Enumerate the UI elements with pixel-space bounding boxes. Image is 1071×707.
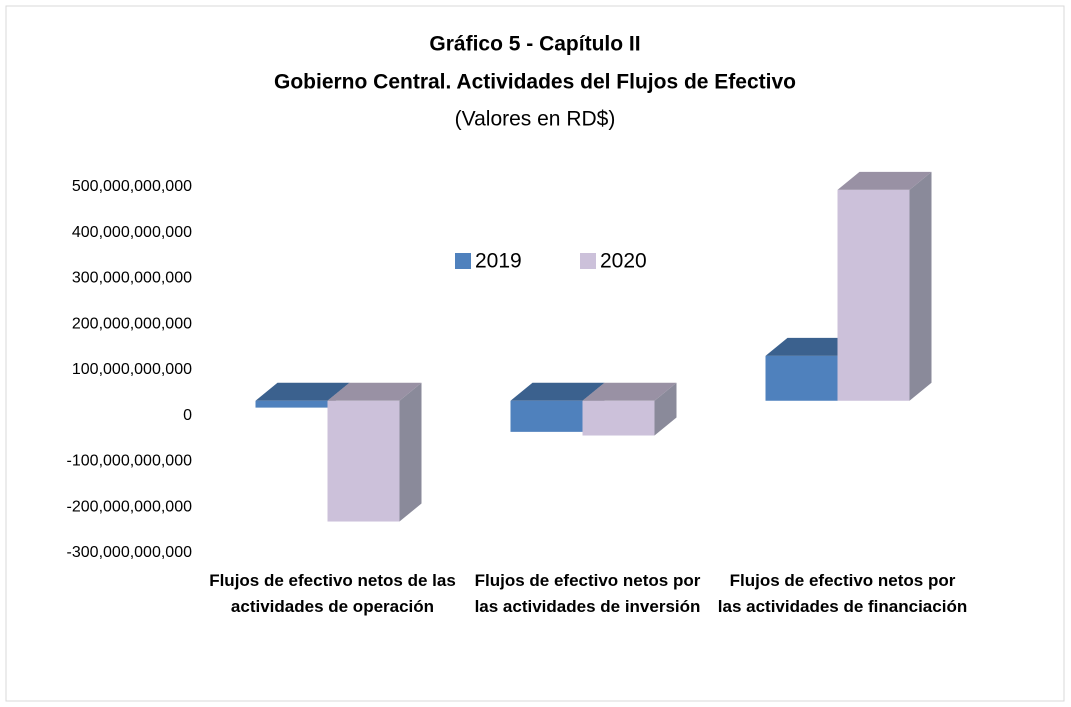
y-tick-label: 100,000,000,000 [72, 361, 192, 378]
legend-label: 2019 [475, 250, 522, 273]
y-tick-label: -100,000,000,000 [67, 453, 193, 470]
y-tick-label: 400,000,000,000 [72, 224, 192, 241]
bar [837, 189, 910, 401]
bar [510, 400, 583, 432]
chart-subtitle: Gobierno Central. Actividades del Flujos… [274, 71, 796, 94]
bar-side [399, 382, 422, 522]
bar-top [837, 171, 932, 190]
bar-side [654, 382, 677, 436]
bar [582, 400, 655, 436]
bar [327, 400, 400, 522]
y-tick-label: 0 [183, 407, 192, 424]
bar-top [510, 382, 605, 401]
bar [765, 355, 838, 401]
bar-top [327, 382, 422, 401]
bar [255, 400, 328, 408]
unit-note: (Valores en RD$) [455, 108, 616, 131]
x-tick-label: Flujos de efectivo netos por las activid… [474, 571, 701, 616]
y-tick-label: 200,000,000,000 [72, 315, 192, 332]
x-tick-label: Flujos de efectivo netos de las activida… [209, 571, 456, 616]
bar-top [765, 337, 860, 356]
chart-title: Gráfico 5 - Capítulo II [429, 33, 640, 56]
y-tick-label: -200,000,000,000 [67, 498, 193, 515]
bar-side [909, 171, 932, 401]
y-tick-label: 300,000,000,000 [72, 270, 192, 287]
legend-swatch [580, 253, 596, 269]
legend-swatch [455, 253, 471, 269]
y-tick-label: 500,000,000,000 [72, 178, 192, 195]
legend-label: 2020 [600, 250, 647, 273]
y-tick-label: -300,000,000,000 [67, 544, 193, 561]
x-tick-label: Flujos de efectivo netos por las activid… [717, 571, 968, 616]
bar-top [255, 382, 350, 401]
bar-top [582, 382, 677, 401]
